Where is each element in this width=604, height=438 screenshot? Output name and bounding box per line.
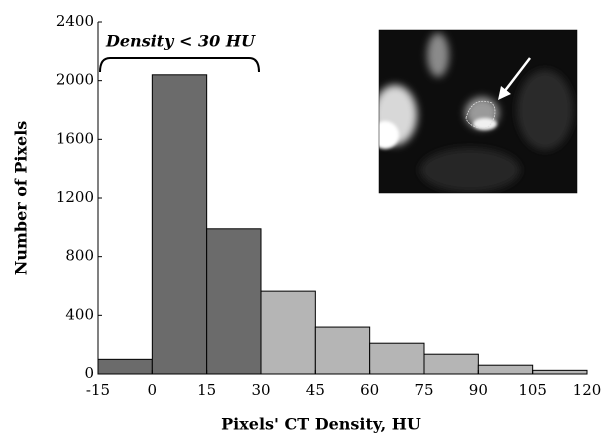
bar <box>533 370 587 374</box>
y-tick-label: 2400 <box>56 12 94 30</box>
x-tick-label: 105 <box>518 381 547 399</box>
x-tick-label: 45 <box>306 381 325 399</box>
bar <box>370 343 424 374</box>
inset-image <box>371 30 577 193</box>
bar <box>98 359 152 374</box>
bracket <box>100 58 259 72</box>
x-tick-label: 75 <box>414 381 433 399</box>
x-tick-label: -15 <box>86 381 110 399</box>
y-tick-label: 0 <box>84 364 94 382</box>
bar <box>478 365 532 374</box>
x-tick-label: 60 <box>360 381 379 399</box>
x-tick-label: 15 <box>197 381 216 399</box>
y-axis-label: Number of Pixels <box>12 121 31 276</box>
x-tick-label: 120 <box>573 381 602 399</box>
bar <box>424 354 478 374</box>
y-tick-label: 800 <box>65 247 94 265</box>
bar <box>207 229 261 374</box>
y-tick-label: 1600 <box>56 129 94 147</box>
chart: Pixels' CT Density, HU Number of Pixels … <box>0 0 604 438</box>
y-tick-label: 400 <box>65 305 94 323</box>
y-tick-label: 1200 <box>56 188 94 206</box>
x-tick-label: 0 <box>148 381 158 399</box>
x-axis-label: Pixels' CT Density, HU <box>221 415 421 434</box>
y-tick-label: 2000 <box>56 71 94 89</box>
x-tick-label: 30 <box>251 381 270 399</box>
x-tick-label: 90 <box>469 381 488 399</box>
bar <box>315 327 369 374</box>
bar <box>152 75 206 374</box>
bar <box>261 291 315 374</box>
annotation: Density < 30 HU <box>105 32 256 51</box>
